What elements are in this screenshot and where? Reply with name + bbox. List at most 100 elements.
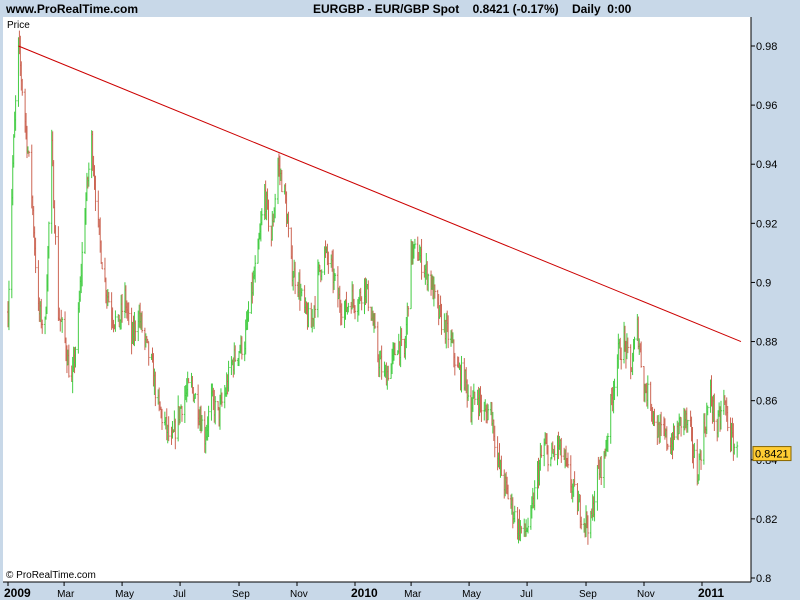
- ohlc-bar: [460, 355, 463, 393]
- ohlc-bar: [227, 360, 230, 392]
- x-tick-label: Mar: [57, 589, 75, 600]
- plot-area[interactable]: [3, 17, 751, 582]
- y-tick-label: 0.98: [756, 41, 777, 53]
- ohlc-bar: [467, 384, 470, 401]
- ohlc-bar: [14, 95, 17, 131]
- ohlc-bar: [700, 450, 703, 470]
- x-tick-label: May: [462, 589, 481, 600]
- ohlc-bar: [527, 517, 530, 534]
- ohlc-bar: [606, 433, 609, 453]
- ohlc-bar: [141, 311, 144, 333]
- ohlc-bar: [493, 425, 496, 458]
- ohlc-bar: [546, 445, 549, 472]
- ohlc-bar: [127, 302, 130, 326]
- ohlc-bar: [21, 78, 24, 96]
- ohlc-bar: [733, 443, 736, 455]
- ohlc-bar: [347, 302, 350, 313]
- ohlc-bar: [314, 295, 317, 318]
- last-price-box: [752, 446, 792, 462]
- ohlc-bar: [254, 255, 257, 283]
- x-axis: 2009 Mar May Jul Sep Nov 2010 Mar May Jul Sep Nov 20…: [4, 582, 724, 600]
- last-price-label: 0.8421: [755, 449, 789, 461]
- ohlc-bar: [74, 346, 77, 368]
- ohlc-bar: [367, 280, 370, 312]
- ohlc-bar: [307, 302, 310, 328]
- y-axis: 0.980.960.940.920.90.880.860.840.820.8: [751, 41, 777, 585]
- ohlc-bar: [67, 344, 70, 378]
- ohlc-bar: [673, 425, 676, 441]
- ohlc-bar: [646, 375, 649, 409]
- ohlc-bar: [566, 452, 569, 469]
- ohlc-bar: [27, 150, 30, 157]
- ohlc-bar: [586, 515, 589, 545]
- y-tick-label: 0.86: [756, 396, 777, 408]
- ohlc-bar: [54, 225, 57, 245]
- ohlc-bar: [280, 169, 283, 193]
- chart-title: EURGBP - EUR/GBP Spot 0.8421 (-0.17%) Da…: [313, 2, 632, 16]
- ohlc-bar: [580, 516, 583, 530]
- site-name[interactable]: www.ProRealTime.com: [6, 2, 139, 16]
- ohlc-bar: [87, 162, 90, 187]
- ohlc-bar: [533, 480, 536, 511]
- ohlc-bar: [500, 455, 503, 476]
- ohlc-bar: [187, 378, 190, 384]
- ohlc-bar: [107, 292, 110, 303]
- ohlc-bar: [200, 415, 203, 432]
- ohlc-bar: [334, 273, 337, 281]
- ohlc-bar: [653, 408, 656, 427]
- ohlc-bar: [487, 404, 490, 421]
- ohlc-bar: [247, 301, 250, 322]
- ohlc-bar: [274, 193, 277, 219]
- ohlc-bar: [407, 306, 410, 317]
- x-tick-label: 2009: [4, 586, 31, 600]
- copyright: © ProRealTime.com: [6, 570, 96, 581]
- ohlc-bar: [34, 237, 37, 274]
- trendline[interactable]: [18, 45, 742, 343]
- ohlc-bar: [234, 345, 237, 362]
- ohlc-bar: [61, 317, 64, 333]
- ohlc-bar: [693, 442, 696, 459]
- y-tick-label: 0.94: [756, 159, 777, 171]
- ohlc-bar: [300, 288, 303, 297]
- ohlc-bar: [294, 261, 297, 295]
- ohlc-bar: [167, 416, 170, 442]
- x-tick-label: Nov: [290, 589, 308, 600]
- ohlc-bar: [360, 296, 363, 311]
- ohlc-bar: [540, 445, 543, 458]
- ohlc-bar: [447, 315, 450, 349]
- ohlc-bar: [180, 405, 183, 422]
- ohlc-bar: [174, 418, 177, 450]
- x-tick-label: Jul: [173, 589, 186, 600]
- ohlc-bar: [706, 405, 709, 416]
- ohlc-bar: [387, 365, 390, 381]
- ohlc-bar: [7, 280, 10, 331]
- ohlc-bar: [626, 337, 629, 354]
- y-tick-label: 0.8: [756, 573, 771, 585]
- ohlc-bar: [640, 341, 643, 368]
- y-tick-label: 0.92: [756, 218, 777, 230]
- ohlc-bar: [114, 310, 117, 332]
- ohlc-bar: [507, 484, 510, 500]
- ohlc-bar: [240, 336, 243, 360]
- y-tick-label: 0.96: [756, 100, 777, 112]
- ohlc-bar: [427, 273, 430, 292]
- x-tick-label: 2011: [698, 586, 724, 600]
- ohlc-bar: [440, 303, 443, 335]
- x-tick-label: 2010: [351, 586, 378, 600]
- ohlc-bar: [134, 320, 137, 342]
- y-tick-label: 0.88: [756, 337, 777, 349]
- ohlc-bar: [573, 471, 576, 487]
- ohlc-bar: [41, 319, 44, 334]
- ohlc-bar: [726, 405, 729, 432]
- ohlc-bar: [560, 437, 563, 463]
- ohlc-bar: [666, 443, 669, 450]
- ohlc-bar: [81, 241, 84, 287]
- ohlc-bar: [593, 490, 596, 522]
- ohlc-bar: [214, 396, 217, 425]
- ohlc-bar: [713, 393, 716, 431]
- ohlc-bar: [633, 336, 636, 350]
- ohlc-bar: [453, 352, 456, 376]
- ohlc-bar: [121, 293, 124, 323]
- ohlc-bar: [327, 251, 330, 274]
